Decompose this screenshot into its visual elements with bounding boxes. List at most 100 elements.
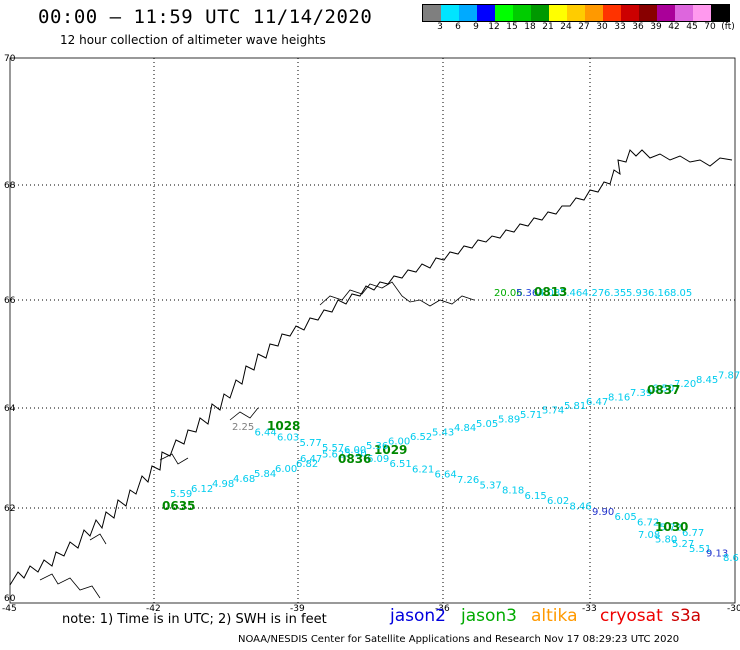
greenland-coastline (9, 149, 733, 586)
wave-height-value: 8.05 (670, 288, 692, 299)
wave-height-value: 6.35 (604, 288, 626, 299)
color-scale-label: 70 (704, 22, 716, 32)
legend-item-s3a: s3a (671, 606, 702, 626)
longitude-label: -36 (435, 604, 450, 614)
wave-height-value: 5.62 (322, 450, 344, 461)
color-swatch (657, 5, 675, 21)
wave-height-value: 6.02 (547, 496, 569, 507)
wave-height-value: 6.12 (191, 484, 213, 495)
wave-height-value: 8.6 (723, 553, 739, 564)
longitude-label: -30 (727, 604, 740, 614)
color-swatch (675, 5, 693, 21)
footer-note: note: 1) Time is in UTC; 2) SWH is in fe… (62, 612, 327, 627)
color-scale-label: 9 (473, 22, 479, 32)
color-swatch (639, 5, 657, 21)
legend-item-jason3: jason3 (461, 606, 517, 626)
wave-height-value: 6.47 (586, 397, 608, 408)
wave-height-value: 8.16 (608, 392, 630, 403)
pass-time-label: 1029 (374, 443, 407, 457)
pass-time-label: 1030 (655, 520, 688, 534)
pass-time-label: 0813 (534, 285, 567, 299)
color-scale-label: 24 (560, 22, 572, 32)
wave-height-value: 5.05 (476, 419, 498, 430)
wave-height-value: 20.06 (494, 288, 523, 299)
wave-height-value: 6.03 (277, 433, 299, 444)
altimeter-track: 5.596.124.984.685.846.006.82 0635 (162, 459, 318, 513)
wave-height-value: 4.84 (454, 423, 476, 434)
latitude-label: 60 (4, 594, 16, 604)
pass-time-label: 0836 (338, 452, 371, 466)
color-swatch (567, 5, 585, 21)
wave-height-value: 5.89 (498, 414, 520, 425)
wave-height-value: 5.72 (660, 523, 682, 534)
color-swatch (585, 5, 603, 21)
altimeter-track: 7.085.805.275.519.138.6 1030 (638, 520, 739, 564)
wave-height-value: 5.77 (300, 438, 322, 449)
color-scale-label: 33 (614, 22, 626, 32)
wave-height-value: 6.82 (296, 459, 318, 470)
color-scale-label: 12 (488, 22, 500, 32)
altimeter-tracks: 20.065.36 4.08 5.46 4.27 6.35 5.93 6.16 8.05081… (162, 285, 740, 564)
wave-height-value: 5.93 (626, 288, 648, 299)
color-scale-label: 6 (455, 22, 461, 32)
pass-time-label: 0837 (647, 383, 680, 397)
wave-height-value: 9.13 (706, 548, 728, 559)
altimeter-track: 20.065.36 4.08 5.46 4.27 6.35 5.93 6.16 8.05 081… (494, 285, 692, 299)
color-swatch (495, 5, 513, 21)
color-scale-bar (422, 4, 730, 22)
color-swatch (477, 5, 495, 21)
latitude-label: 68 (4, 181, 16, 191)
wave-height-value: 5.37 (480, 480, 502, 491)
wave-height-value: 2.25 (232, 422, 254, 433)
wave-height-value: 8.45 (696, 375, 718, 386)
wave-height-value: 8.18 (502, 486, 524, 497)
color-scale-label: 3 (437, 22, 443, 32)
color-swatch (711, 5, 729, 21)
axis-labels: 70 68 66 64 62 60-45 -42 -39 -36 -33 -30 (2, 54, 740, 614)
wave-height-value: 5.43 (432, 428, 454, 439)
color-swatch (513, 5, 531, 21)
wave-height-value: 8.46 (570, 502, 592, 513)
wave-height-value: 5.80 (655, 535, 677, 546)
color-scale-label: 45 (686, 22, 698, 32)
color-scale-label: 42 (668, 22, 680, 32)
color-scale-label: 39 (650, 22, 662, 32)
credit-line: NOAA/NESDIS Center for Satellite Applica… (238, 634, 680, 645)
wave-height-value: 6.44 (255, 427, 277, 438)
wave-height-value: 6.15 (525, 491, 547, 502)
wave-height-value: 6.72 (637, 517, 659, 528)
latitude-label: 62 (4, 504, 15, 514)
wave-height-value: 6.52 (410, 432, 432, 443)
wave-height-value: 7.26 (457, 475, 479, 486)
color-swatch (603, 5, 621, 21)
wave-height-value: 4.98 (212, 479, 234, 490)
wave-height-value: 7.08 (638, 530, 660, 541)
wave-height-value: 5.30 (345, 449, 367, 460)
legend-item-jason2: jason2 (390, 606, 446, 626)
wave-height-value: 5.74 (542, 406, 564, 417)
map-gridlines (10, 58, 735, 603)
longitude-label: -45 (2, 604, 17, 614)
legend-item-altika: altika (531, 606, 578, 626)
wave-height-value: 6.47 (300, 454, 322, 465)
wave-height-value: 7.20 (674, 379, 696, 390)
wave-height-value: 6.00 (344, 445, 366, 456)
wave-height-value: 5.71 (520, 410, 542, 421)
wave-height-value: 4.68 (233, 474, 255, 485)
longitude-label: -42 (146, 604, 161, 614)
color-scale-label: 36 (632, 22, 644, 32)
wave-height-value: 5.81 (564, 401, 586, 412)
pass-time-label: 0635 (162, 499, 195, 513)
map-title: 00:00 – 11:59 UTC 11/14/2020 (38, 6, 373, 28)
color-scale-label: 15 (506, 22, 518, 32)
wave-height-value: 4.08 (538, 288, 560, 299)
wave-height-value: 4.27 (582, 288, 604, 299)
pass-time-label: 1028 (267, 419, 300, 433)
color-scale-label: 18 (524, 22, 536, 32)
wave-height-value: 6.64 (435, 470, 457, 481)
color-scale-label: 30 (596, 22, 608, 32)
longitude-label: -33 (582, 604, 597, 614)
wave-height-value: 5.59 (170, 489, 192, 500)
wave-height-value: 6.51 (390, 459, 412, 470)
wave-height-value: 6.05 (615, 512, 637, 523)
